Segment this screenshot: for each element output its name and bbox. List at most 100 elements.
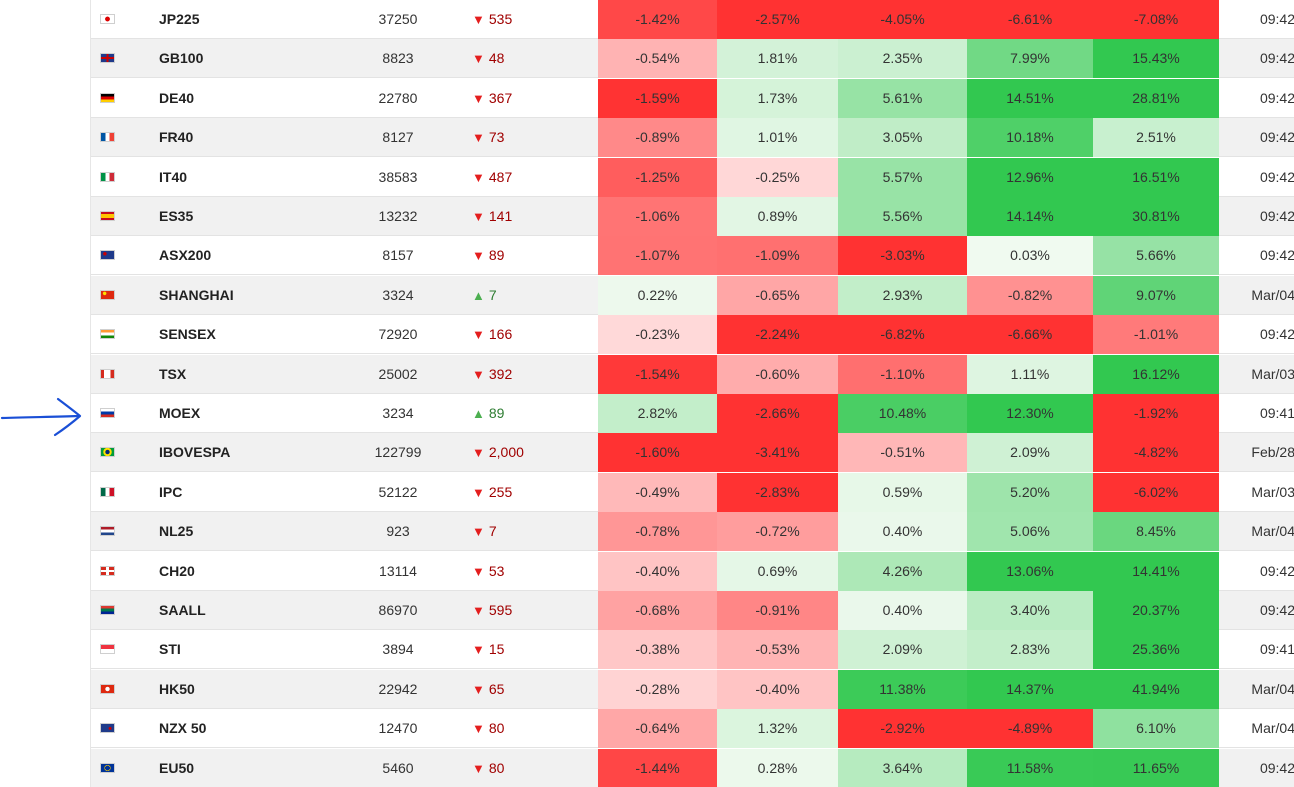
percent-change-cell: 0.03% — [967, 236, 1093, 276]
index-name-link[interactable]: NL25 — [159, 523, 194, 540]
percent-change-cell: -1.54% — [598, 354, 717, 394]
percent-change-cell: 1.32% — [717, 709, 838, 749]
country-flag-icon — [100, 605, 115, 615]
triangle-down-icon: ▼ — [472, 642, 485, 658]
change-value: ▼ 89 — [472, 236, 572, 275]
percent-change-cell: -4.89% — [967, 709, 1093, 749]
table-row[interactable]: DE40 22780 ▼ 367 -1.59% 1.73% 5.61% 14.51% 28.81… — [91, 78, 1294, 118]
percent-change-cell: -0.60% — [717, 354, 838, 394]
percent-change-cell: 12.30% — [967, 394, 1093, 433]
index-name-link[interactable]: SENSEX — [159, 326, 216, 343]
price-value: 122799 — [374, 444, 422, 461]
index-name-link[interactable]: NZX 50 — [159, 720, 207, 737]
percent-change-cell: 1.81% — [717, 39, 838, 79]
table-row[interactable]: ASX200 8157 ▼ 89 -1.07% -1.09% -3.03% 0.03% 5.66… — [91, 236, 1294, 276]
last-update-time: 09:42 — [1259, 562, 1294, 579]
index-name-link[interactable]: DE40 — [159, 89, 195, 106]
percent-change-cell: 13.06% — [967, 551, 1093, 591]
table-row[interactable]: JP225 37250 ▼ 535 -1.42% -2.57% -4.05% -6.61% -7… — [91, 0, 1294, 39]
percent-change-cell: -6.02% — [1093, 472, 1219, 512]
percent-change-cell: -1.42% — [598, 0, 717, 39]
change-amount: 7 — [488, 286, 497, 303]
index-name-link[interactable]: EU50 — [159, 759, 195, 776]
price-value: 8127 — [382, 129, 414, 146]
percent-change-cell: -0.49% — [598, 472, 717, 512]
change-amount: 65 — [488, 680, 505, 697]
percent-change-cell: 5.66% — [1093, 236, 1219, 276]
change-value: ▼ 65 — [472, 670, 572, 709]
percent-change-cell: 15.43% — [1093, 39, 1219, 79]
change-amount: 392 — [488, 365, 513, 382]
table-row[interactable]: IPC 52122 ▼ 255 -0.49% -2.83% 0.59% 5.20% -6.02%… — [91, 472, 1294, 512]
index-name-link[interactable]: ASX200 — [159, 247, 212, 264]
triangle-down-icon: ▼ — [472, 563, 485, 579]
change-amount: 255 — [488, 483, 513, 500]
index-name-link[interactable]: IPC — [159, 483, 183, 500]
price-value: 37250 — [378, 11, 418, 27]
index-name-link[interactable]: ES35 — [159, 208, 194, 224]
table-row[interactable]: HK50 22942 ▼ 65 -0.28% -0.40% 11.38% 14.37% 41.9… — [91, 669, 1294, 709]
index-name-link[interactable]: MOEX — [159, 405, 201, 421]
percent-change-cell: -7.08% — [1093, 0, 1219, 39]
percent-change-cell: -2.57% — [717, 0, 838, 39]
change-amount: 166 — [488, 326, 513, 343]
table-row[interactable]: EU50 5460 ▼ 80 -1.44% 0.28% 3.64% 11.58% 11.65% 0… — [91, 748, 1294, 787]
price-value: 13114 — [379, 562, 417, 579]
change-value: ▼ 166 — [472, 315, 572, 354]
last-update-time: Mar/04 — [1251, 680, 1294, 697]
table-row[interactable]: NZX 50 12470 ▼ 80 -0.64% 1.32% -2.92% -4.89% 6.1… — [91, 709, 1294, 749]
table-row[interactable]: GB100 8823 ▼ 48 -0.54% 1.81% 2.35% 7.99% 15.43% 0… — [91, 39, 1294, 79]
last-update-time: 09:41 — [1259, 405, 1294, 421]
percent-change-cell: 0.40% — [838, 512, 967, 552]
percent-change-cell: 0.89% — [717, 197, 838, 236]
country-flag-icon — [100, 526, 115, 537]
index-name-link[interactable]: IT40 — [159, 168, 188, 185]
table-row[interactable]: ES35 13232 ▼ 141 -1.06% 0.89% 5.56% 14.14% 30.81… — [91, 197, 1294, 236]
index-name-link[interactable]: SAALL — [159, 602, 206, 618]
percent-change-cell: 11.65% — [1093, 748, 1219, 787]
change-amount: 595 — [488, 602, 513, 618]
table-row[interactable]: STI 3894 ▼ 15 -0.38% -0.53% 2.09% 2.83% 25.36% 09… — [91, 630, 1294, 670]
percent-change-cell: 16.51% — [1093, 157, 1219, 197]
index-name-link[interactable]: IBOVESPA — [159, 444, 231, 461]
table-row[interactable]: SAALL 86970 ▼ 595 -0.68% -0.91% 0.40% 3.40% 20.3… — [91, 591, 1294, 630]
index-name-link[interactable]: GB100 — [159, 50, 204, 67]
percent-change-cell: -1.07% — [598, 236, 717, 276]
country-flag-icon — [100, 132, 115, 143]
percent-change-cell: 3.05% — [838, 118, 967, 158]
triangle-down-icon: ▼ — [472, 209, 485, 224]
price-value: 13232 — [378, 208, 418, 224]
index-name-link[interactable]: FR40 — [159, 129, 194, 146]
table-row[interactable]: CH20 13114 ▼ 53 -0.40% 0.69% 4.26% 13.06% 14.41%… — [91, 551, 1294, 591]
index-name-link[interactable]: STI — [159, 641, 181, 658]
triangle-down-icon: ▼ — [472, 90, 485, 106]
index-name-link[interactable]: JP225 — [159, 11, 200, 27]
last-update-time: Feb/28 — [1251, 444, 1294, 461]
table-row[interactable]: TSX 25002 ▼ 392 -1.54% -0.60% -1.10% 1.11% 16.12… — [91, 354, 1294, 394]
table-row[interactable]: FR40 8127 ▼ 73 -0.89% 1.01% 3.05% 10.18% 2.51% 09… — [91, 118, 1294, 158]
percent-change-cell: -4.05% — [838, 0, 967, 39]
table-row[interactable]: IT40 38583 ▼ 487 -1.25% -0.25% 5.57% 12.96% 16.5… — [91, 157, 1294, 197]
table-row[interactable]: NL25 923 ▼ 7 -0.78% -0.72% 0.40% 5.06% 8.45% Mar/… — [91, 512, 1294, 552]
price-value: 22780 — [378, 89, 418, 106]
percent-change-cell: 0.69% — [717, 551, 838, 591]
index-name-link[interactable]: TSX — [159, 365, 187, 382]
index-name-link[interactable]: HK50 — [159, 680, 195, 697]
table-row[interactable]: SENSEX 72920 ▼ 166 -0.23% -2.24% -6.82% -6.66% -… — [91, 315, 1294, 355]
triangle-down-icon: ▼ — [472, 524, 485, 540]
change-amount: 15 — [488, 641, 505, 658]
percent-change-cell: 5.56% — [838, 197, 967, 236]
percent-change-cell: -1.10% — [838, 354, 967, 394]
change-value: ▲ 89 — [472, 394, 572, 433]
last-update-time: 09:42 — [1259, 602, 1294, 618]
last-update-time: 09:42 — [1259, 759, 1294, 776]
table-row[interactable]: IBOVESPA 122799 ▼ 2,000 -1.60% -3.41% -0.51% 2.… — [91, 433, 1294, 473]
percent-change-cell: -0.38% — [598, 630, 717, 670]
index-name-link[interactable]: SHANGHAI — [159, 286, 234, 303]
last-update-time: 09:42 — [1259, 50, 1294, 67]
table-row[interactable]: MOEX 3234 ▲ 89 2.82% -2.66% 10.48% 12.30% -1.92%… — [91, 394, 1294, 433]
table-row[interactable]: SHANGHAI 3324 ▲ 7 0.22% -0.65% 2.93% -0.82% 9.07… — [91, 275, 1294, 315]
percent-change-cell: -6.61% — [967, 0, 1093, 39]
percent-change-cell: 5.61% — [838, 78, 967, 118]
index-name-link[interactable]: CH20 — [159, 562, 195, 579]
